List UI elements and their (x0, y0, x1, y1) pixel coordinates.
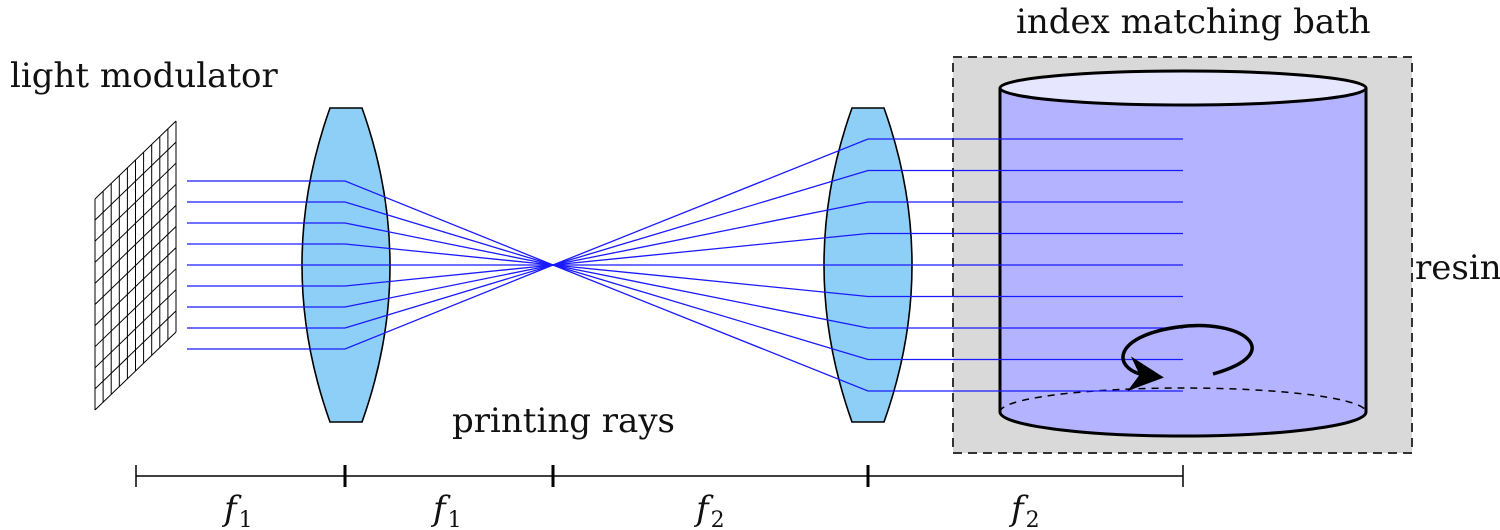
rotation-arrow-icon (1121, 323, 1254, 392)
light-modulator (94, 120, 177, 411)
modulator-grid-line (94, 141, 177, 221)
focal-length-scale (135, 465, 1184, 487)
dimension-label-2: f1 (430, 489, 462, 530)
printing-rays (187, 138, 1183, 392)
modulator-grid-line (94, 162, 177, 242)
light-modulator-label: light modulator (10, 56, 279, 96)
modulator-grid-line (94, 331, 177, 411)
resin-cylinder (998, 69, 1368, 438)
modulator-grid-line (94, 268, 177, 348)
index-matching-bath-label: index matching bath (1016, 2, 1371, 42)
resin-label: resin (1415, 248, 1500, 288)
dimension-label-3: f2 (693, 489, 725, 530)
modulator-grid-line (94, 120, 177, 200)
modulator-grid-line (94, 247, 177, 326)
modulator-grid-line (94, 289, 177, 369)
resin-cylinder-top (998, 69, 1368, 107)
modulator-grid-line (94, 310, 177, 390)
ray (187, 264, 1183, 392)
modulator-grid-line (94, 226, 177, 305)
modulator-grid-line (94, 205, 177, 284)
dimension-label-1: f1 (221, 489, 253, 530)
dimension-label-4: f2 (1008, 489, 1040, 530)
modulator-grid-line (94, 183, 177, 263)
printing-rays-label: printing rays (452, 401, 675, 441)
